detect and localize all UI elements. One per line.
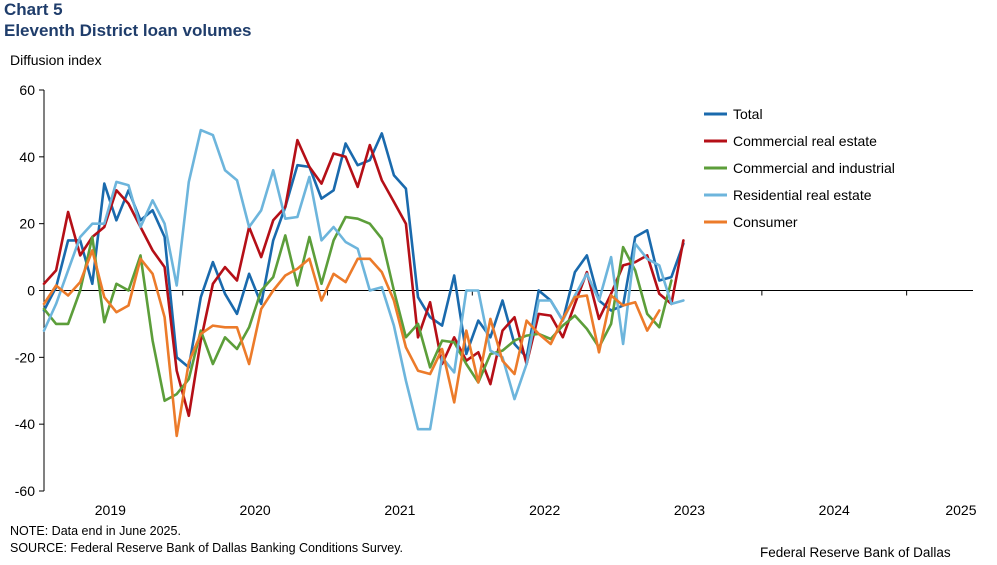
chart-legend: Total Commercial real estate Commercial an… <box>704 106 895 230</box>
series-line-consumer <box>42 249 661 438</box>
x-tick-label: 2020 <box>240 502 271 518</box>
y-tick-label: -60 <box>15 483 35 499</box>
y-tick-label: 0 <box>27 283 35 299</box>
y-tick-label: -20 <box>15 349 35 365</box>
chart-number: Chart 5 <box>4 0 63 19</box>
credit-label: Federal Reserve Bank of Dallas <box>760 545 951 560</box>
y-tick-label: 20 <box>19 216 35 232</box>
series-line-commercial-real-estate <box>42 138 685 418</box>
chart-title: Eleventh District loan volumes <box>4 21 252 40</box>
legend-label: Commercial real estate <box>733 133 877 149</box>
x-tick-label: 2023 <box>674 502 705 518</box>
y-tick-label: 40 <box>19 149 35 165</box>
legend-label: Total <box>733 106 763 122</box>
footnote-note: NOTE: Data end in June 2025. <box>10 524 181 538</box>
legend-label: Residential real estate <box>733 187 872 203</box>
y-tick-label: 60 <box>19 82 35 98</box>
y-tick-label: -40 <box>15 416 35 432</box>
x-tick-label: 2021 <box>384 502 415 518</box>
chart-series-lines <box>42 128 685 438</box>
legend-label: Commercial and industrial <box>733 160 895 176</box>
x-tick-label: 2024 <box>819 502 850 518</box>
legend-label: Consumer <box>733 214 798 230</box>
series-line-commercial-and-industrial <box>42 215 673 403</box>
x-tick-label: 2019 <box>95 502 126 518</box>
series-line-residential-real-estate <box>42 128 685 431</box>
footnote-source: SOURCE: Federal Reserve Bank of Dallas B… <box>10 541 403 555</box>
y-axis-label: Diffusion index <box>10 52 102 68</box>
x-tick-label: 2022 <box>529 502 560 518</box>
x-tick-label: 2025 <box>945 502 976 518</box>
chart-axes: -60 -40 -20 0 20 40 60 2019 2020 2021 2022 2023 2024… <box>15 82 977 518</box>
